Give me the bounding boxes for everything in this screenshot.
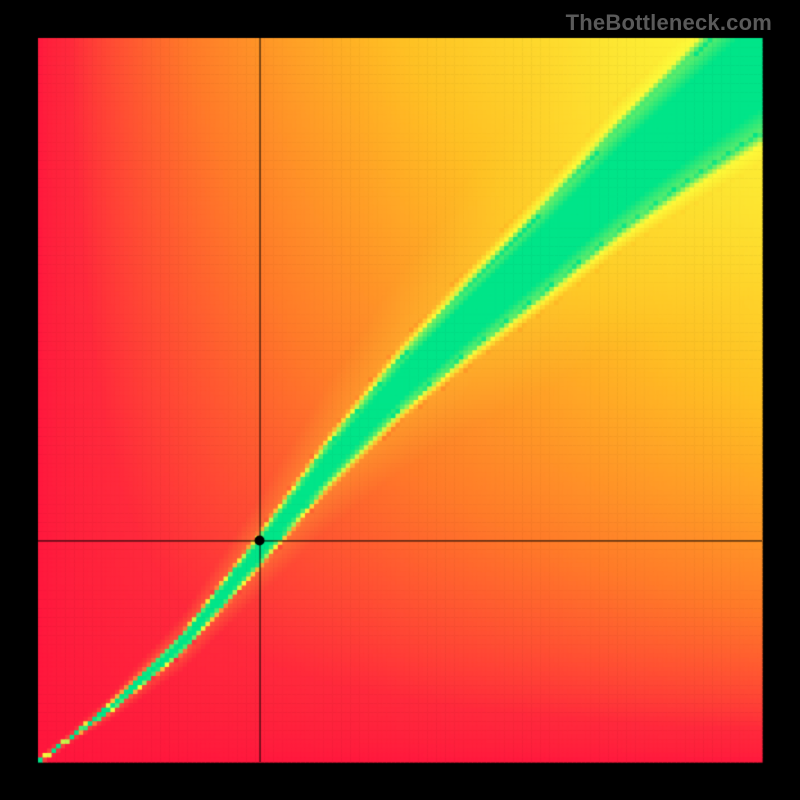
watermark-text: TheBottleneck.com (566, 10, 772, 36)
bottleneck-heatmap (0, 0, 800, 800)
chart-container: TheBottleneck.com (0, 0, 800, 800)
